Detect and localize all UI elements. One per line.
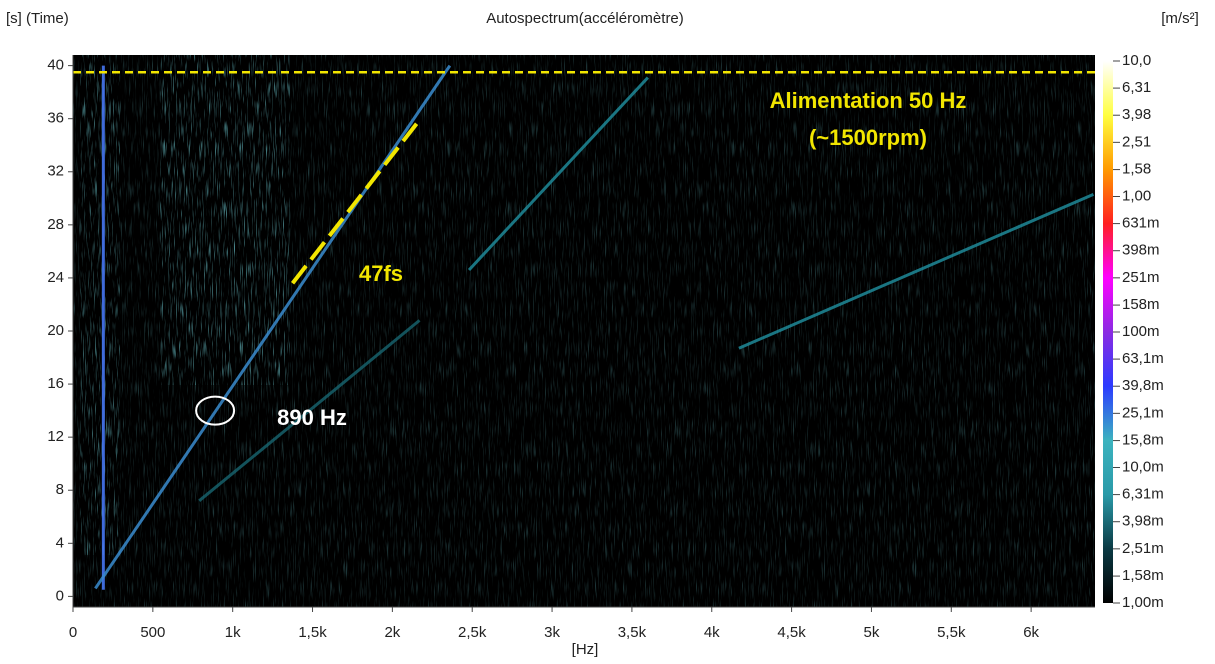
x-tick-label: 5,5k [937,624,966,641]
order-trace [738,192,1095,350]
order-trace [467,76,649,271]
colorbar-tick-label: 158m [1122,296,1160,313]
y-tick-label: 32 [47,163,64,180]
y-tick-label: 24 [47,269,64,286]
x-tick-label: 5k [864,624,880,641]
x-tick-label: 3,5k [618,624,647,641]
x-tick-label: 6k [1023,624,1039,641]
order-trace [94,64,452,590]
y-tick-label: 0 [56,587,64,604]
colorbar-tick-label: 631m [1122,215,1160,232]
colorbar-tick-label: 3,98 [1122,106,1151,123]
colorbar-tick-label: 6,31m [1122,486,1164,503]
y-tick-label: 36 [47,110,64,127]
annotation: 890 Hz [277,405,347,430]
annotation: (~1500rpm) [809,125,927,150]
colorbar-tick-label: 1,00m [1122,594,1164,611]
colorbar-tick-label: 2,51m [1122,540,1164,557]
annotation: Alimentation 50 Hz [770,88,967,113]
y-tick-label: 4 [56,534,64,551]
noise-band [160,55,290,385]
plot-layer [73,64,1095,590]
y-tick-label: 16 [47,375,64,392]
colorbar-tick-label: 25,1m [1122,404,1164,421]
y-tick-label: 8 [56,481,64,498]
y-tick-label: 40 [47,57,64,74]
y-tick-label: 20 [47,322,64,339]
x-tick-label: 0 [69,624,77,641]
colorbar-tick-label: 2,51 [1122,133,1151,150]
colorbar-tick-label: 63,1m [1122,350,1164,367]
colorbar-tick-label: 3,98m [1122,513,1164,530]
x-axis-label: [Hz] [572,641,599,658]
x-tick-label: 4,5k [777,624,806,641]
order-trace [198,319,421,503]
annotation: 47fs [359,261,403,286]
y-axis-label: [s] (Time) [6,10,69,27]
x-tick-label: 3k [544,624,560,641]
colorbar-tick-label: 1,00 [1122,187,1151,204]
colorbar-label: [m/s²] [1161,10,1199,27]
chart-title: Autospectrum(accéléromètre) [486,10,684,27]
colorbar-tick-label: 1,58 [1122,161,1151,178]
colorbar-tick-label: 398m [1122,242,1160,259]
x-tick-label: 1k [225,624,241,641]
order-line [290,118,422,285]
marker-ellipse [195,395,236,426]
x-tick-label: 4k [704,624,720,641]
colorbar [1103,61,1113,603]
colorbar-tick-label: 39,8m [1122,377,1164,394]
colorbar-tick-label: 10,0 [1122,52,1151,69]
colorbar-tick-label: 1,58m [1122,567,1164,584]
noise-band [80,55,120,555]
x-tick-label: 2k [384,624,400,641]
colorbar-tick-label: 100m [1122,323,1160,340]
x-tick-label: 2,5k [458,624,487,641]
colorbar-tick-label: 6,31 [1122,79,1151,96]
colorbar-tick-label: 15,8m [1122,432,1164,449]
x-tick-label: 500 [140,624,165,641]
colorbar-tick-label: 251m [1122,269,1160,286]
x-tick-label: 1,5k [298,624,327,641]
y-tick-label: 28 [47,216,64,233]
colorbar-tick-label: 10,0m [1122,458,1164,475]
y-tick-label: 12 [47,428,64,445]
